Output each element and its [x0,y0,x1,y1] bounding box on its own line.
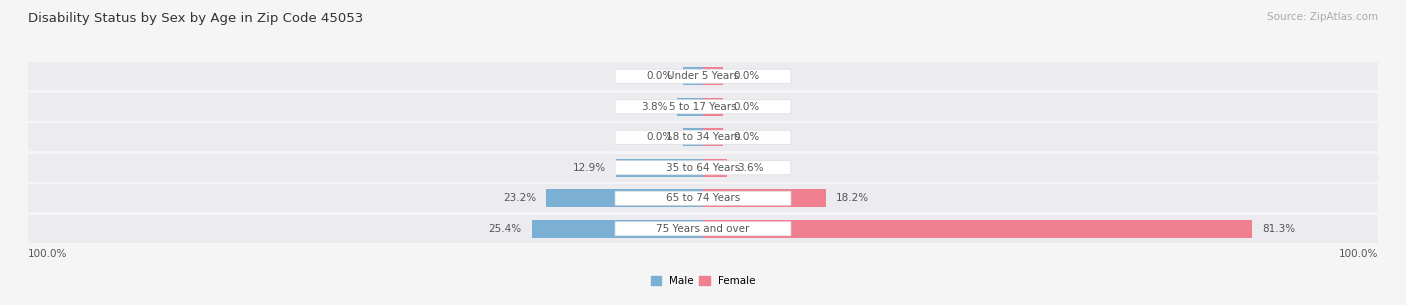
Text: 65 to 74 Years: 65 to 74 Years [666,193,740,203]
Text: 100.0%: 100.0% [28,249,67,259]
Bar [28,123,1378,151]
Bar [28,215,1378,243]
Bar [28,154,1378,182]
Bar [547,189,703,207]
Bar [678,98,703,116]
Text: 23.2%: 23.2% [503,193,536,203]
Text: 0.0%: 0.0% [647,132,672,142]
Text: 35 to 64 Years: 35 to 64 Years [666,163,740,173]
FancyBboxPatch shape [614,130,792,144]
Bar [616,159,703,177]
Bar [28,184,1378,212]
Text: 0.0%: 0.0% [734,132,759,142]
Bar [703,220,1251,238]
FancyBboxPatch shape [614,222,792,236]
Bar [531,220,703,238]
Bar [703,98,723,116]
Text: 25.4%: 25.4% [488,224,522,234]
Text: 75 Years and over: 75 Years and over [657,224,749,234]
Text: 81.3%: 81.3% [1261,224,1295,234]
FancyBboxPatch shape [614,69,792,83]
Bar [683,67,703,85]
Text: 0.0%: 0.0% [647,71,672,81]
Bar [703,67,723,85]
FancyBboxPatch shape [614,191,792,205]
Text: 18.2%: 18.2% [837,193,869,203]
Text: 18 to 34 Years: 18 to 34 Years [666,132,740,142]
Text: 100.0%: 100.0% [1339,249,1378,259]
Bar [28,93,1378,121]
Text: Disability Status by Sex by Age in Zip Code 45053: Disability Status by Sex by Age in Zip C… [28,12,363,25]
Legend: Male, Female: Male, Female [647,272,759,290]
Text: 0.0%: 0.0% [734,71,759,81]
Bar [28,62,1378,90]
Text: 3.6%: 3.6% [737,163,763,173]
Bar [683,128,703,146]
Text: 12.9%: 12.9% [572,163,606,173]
Bar [703,128,723,146]
Bar [703,189,825,207]
Text: Under 5 Years: Under 5 Years [666,71,740,81]
Text: 5 to 17 Years: 5 to 17 Years [669,102,737,112]
Text: Source: ZipAtlas.com: Source: ZipAtlas.com [1267,12,1378,22]
Text: 3.8%: 3.8% [641,102,668,112]
Bar [703,159,727,177]
FancyBboxPatch shape [614,161,792,175]
FancyBboxPatch shape [614,100,792,114]
Text: 0.0%: 0.0% [734,102,759,112]
